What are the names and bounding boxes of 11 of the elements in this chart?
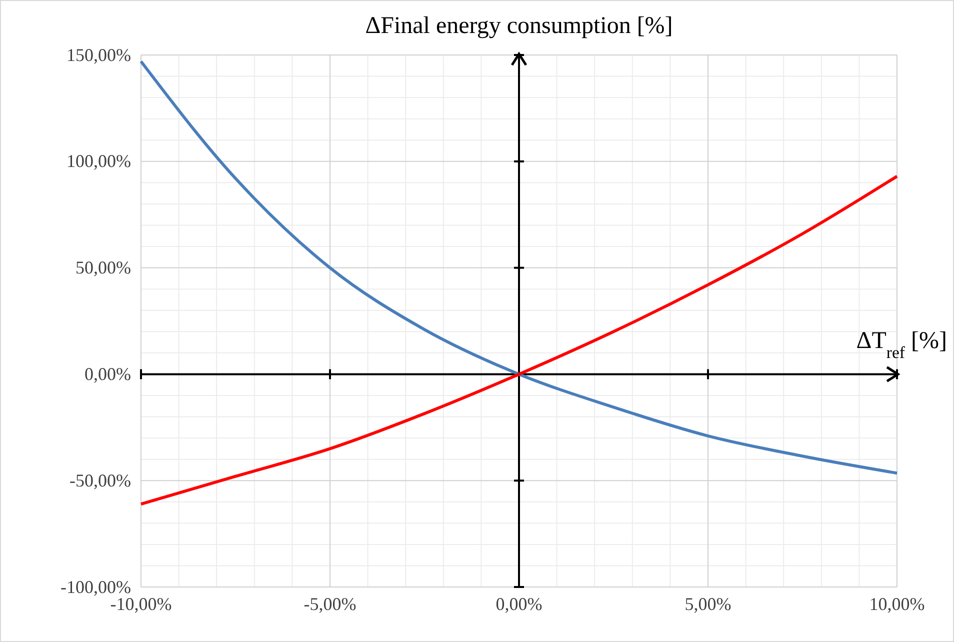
y-axis-title: ΔFinal energy consumption [%] <box>365 13 673 39</box>
y-tick-label: 50,00% <box>76 258 131 278</box>
y-tick-label: -50,00% <box>70 470 131 490</box>
y-tick-label: 150,00% <box>66 44 131 65</box>
y-tick-label: 0,00% <box>84 364 131 384</box>
x-tick-label: -5,00% <box>304 594 356 614</box>
x-tick-label: 10,00% <box>869 594 925 614</box>
x-tick-label: 5,00% <box>684 594 732 614</box>
y-tick-label: 100,00% <box>66 151 131 172</box>
x-tick-label: 0,00% <box>496 594 542 614</box>
x-axis-title: ΔT$_{ref}$ [%] <box>856 328 947 362</box>
